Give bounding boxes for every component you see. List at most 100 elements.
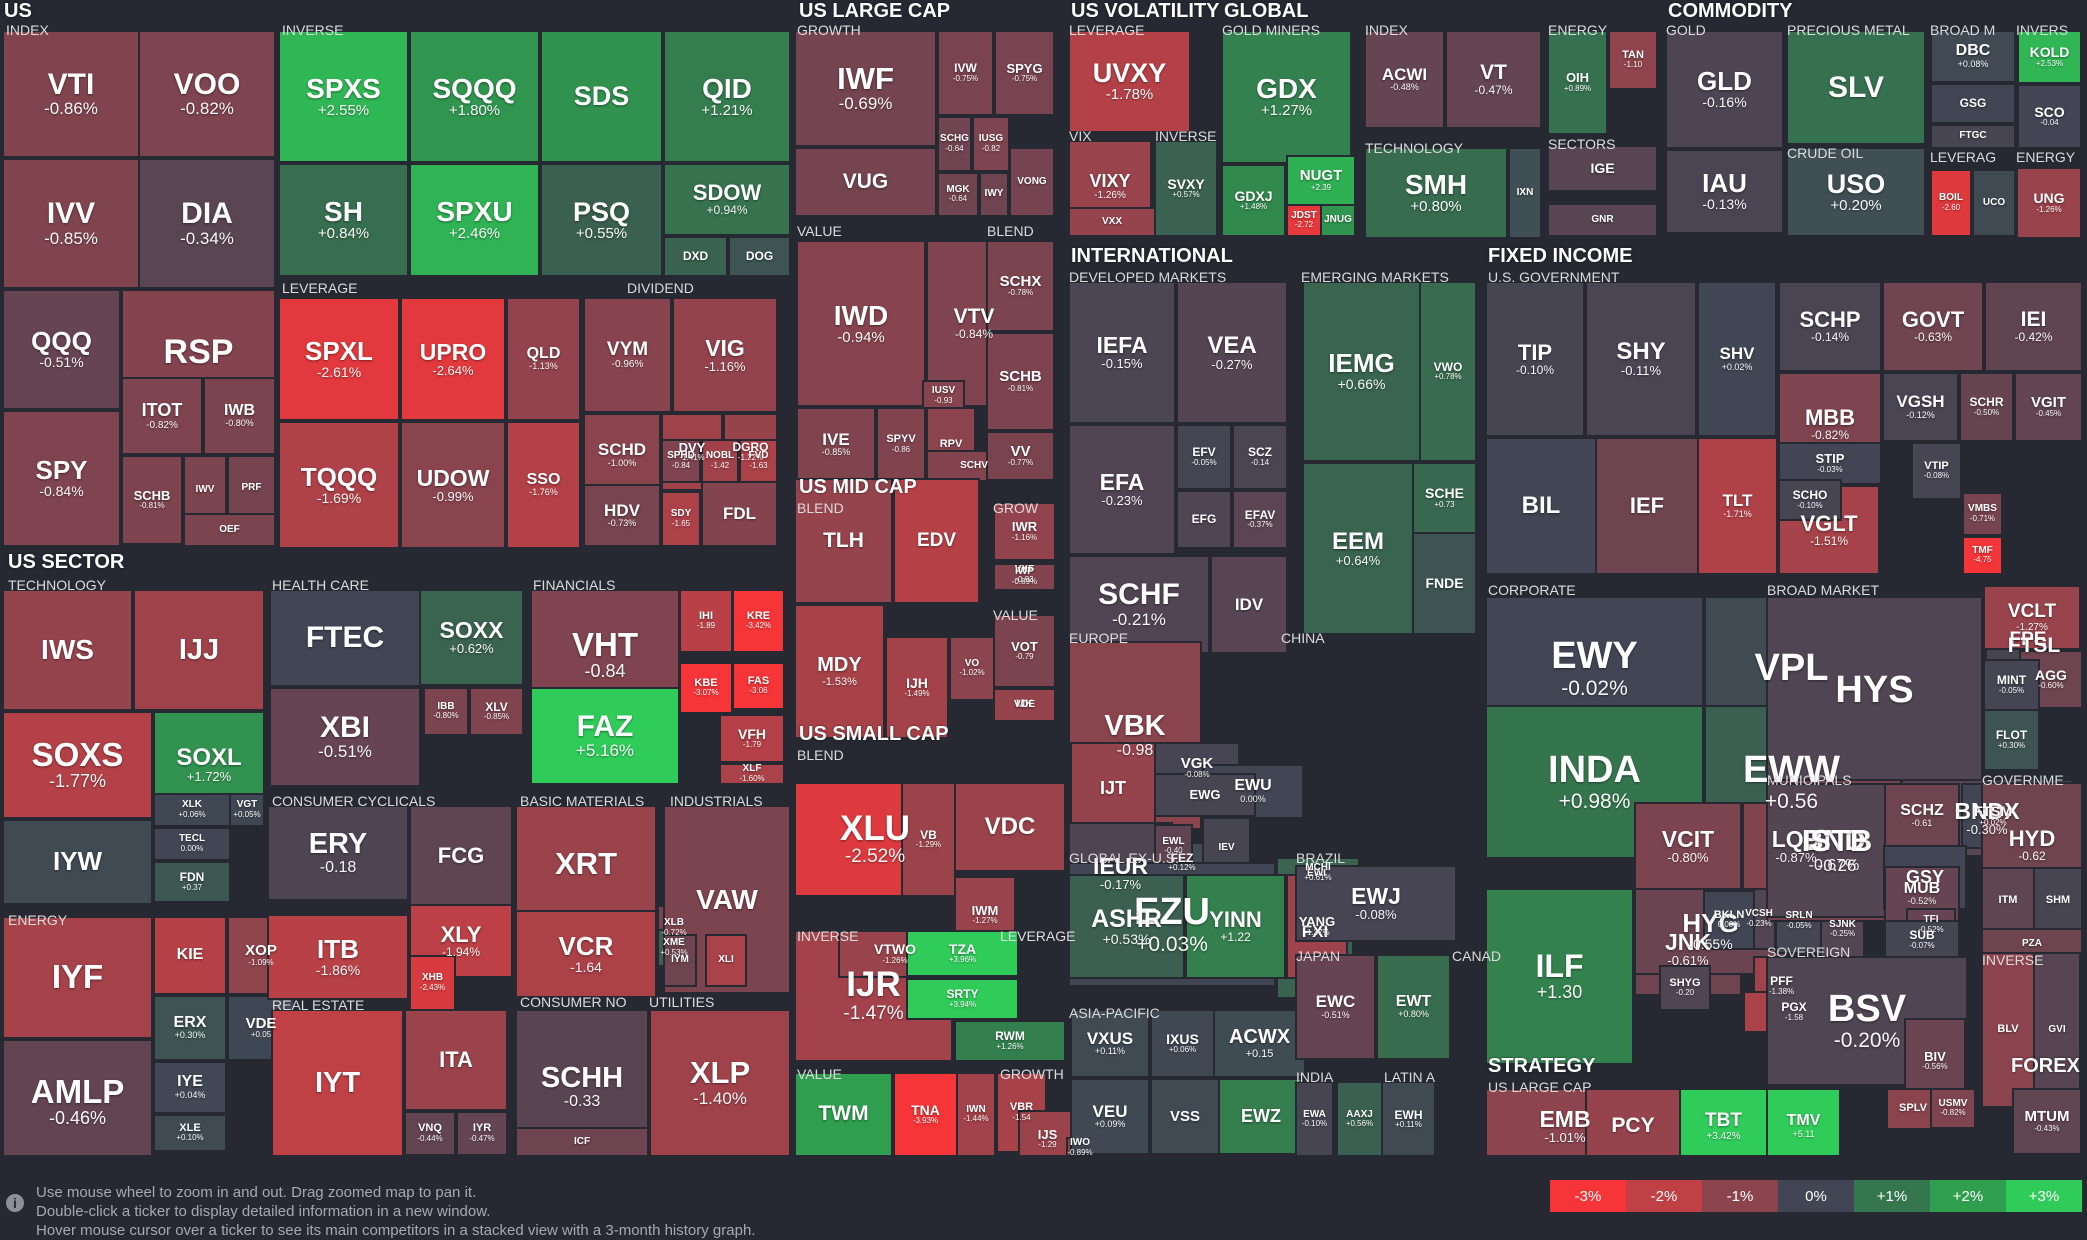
tile-ita[interactable] — [404, 1009, 508, 1111]
tile-fas[interactable] — [732, 662, 785, 710]
tile-sds[interactable] — [540, 30, 663, 163]
tile-vea[interactable] — [1176, 281, 1288, 424]
tile-voo[interactable] — [138, 30, 276, 158]
tile-schg[interactable] — [937, 116, 972, 172]
tile-sso[interactable] — [506, 421, 581, 549]
tile-schz[interactable] — [1884, 783, 1960, 849]
tile-sub[interactable] — [1884, 920, 1960, 960]
tile-vxus[interactable] — [1070, 1009, 1150, 1078]
tile-gnr[interactable] — [1547, 203, 1658, 237]
tile-schd[interactable] — [583, 413, 661, 497]
tile-vmbs[interactable] — [1962, 492, 2003, 536]
tile-iei[interactable] — [1984, 281, 2083, 372]
tile-vnq[interactable] — [404, 1111, 456, 1155]
tile-schr[interactable] — [1959, 372, 2014, 442]
tile-efg[interactable] — [1176, 490, 1232, 549]
tile-gsg[interactable] — [1930, 83, 2016, 124]
tile-ery[interactable] — [267, 805, 409, 901]
tile-gvi[interactable] — [2033, 952, 2081, 1108]
tile-kold[interactable] — [2017, 30, 2082, 84]
tile-qld[interactable] — [506, 297, 581, 421]
tile-vti[interactable] — [2, 30, 140, 158]
tile-iusv[interactable] — [922, 380, 965, 412]
tile-vss[interactable] — [1150, 1078, 1220, 1155]
tile-tlh[interactable] — [794, 478, 893, 604]
tile-edv[interactable] — [893, 478, 980, 604]
tile-sco[interactable] — [2017, 84, 2082, 149]
tile-ung[interactable] — [2016, 167, 2082, 239]
tile-qqq[interactable] — [2, 289, 121, 410]
tile-boil[interactable] — [1930, 169, 1972, 237]
tile-tecl[interactable] — [153, 827, 231, 861]
tile-nugt[interactable] — [1286, 155, 1356, 206]
tile-stip[interactable] — [1778, 442, 1882, 485]
tile-acwx[interactable] — [1213, 1009, 1306, 1078]
tile-hys[interactable] — [1766, 596, 1983, 785]
tile-gdx[interactable] — [1221, 30, 1352, 164]
tile-bil[interactable] — [1485, 437, 1597, 575]
tile-sqqq[interactable] — [409, 30, 540, 163]
tile-iwv[interactable] — [183, 455, 227, 525]
tile-dxd[interactable] — [663, 236, 728, 277]
tile-ewj[interactable] — [1295, 865, 1457, 942]
tile-slv[interactable] — [1786, 30, 1926, 145]
tile-usmv[interactable] — [1930, 1088, 1976, 1129]
tile-fvd[interactable] — [739, 439, 778, 483]
tile-ewc[interactable] — [1295, 954, 1376, 1060]
tile-vclt[interactable] — [1983, 585, 2081, 650]
tile-vgt[interactable] — [229, 793, 265, 827]
tile-xbi[interactable] — [269, 687, 421, 787]
tile-spyg[interactable] — [994, 30, 1055, 116]
tile-yinn[interactable] — [1185, 874, 1286, 979]
tile-iemg[interactable] — [1302, 281, 1421, 462]
tile-rwm[interactable] — [954, 1020, 1066, 1062]
tile-vt[interactable] — [1445, 30, 1542, 129]
tile-tmv[interactable] — [1766, 1088, 1841, 1155]
tile-ijt[interactable] — [1070, 742, 1156, 834]
tile-oih[interactable] — [1547, 30, 1608, 135]
tile-gdxj[interactable] — [1221, 164, 1286, 237]
tile-iusg[interactable] — [972, 116, 1010, 172]
tile-spxl[interactable] — [278, 297, 400, 421]
tile-jdst[interactable] — [1286, 204, 1322, 237]
tile-vgsh[interactable] — [1882, 372, 1959, 442]
tile-blv[interactable] — [1981, 952, 2035, 1108]
tile-tmf[interactable] — [1962, 536, 2003, 575]
tile-xhb[interactable] — [409, 955, 456, 1011]
tile-ewa[interactable] — [1295, 1081, 1334, 1155]
tile-vcit[interactable] — [1634, 802, 1742, 890]
tile-iwn[interactable] — [956, 1072, 996, 1155]
tile-ftec[interactable] — [269, 589, 421, 687]
tile-schp[interactable] — [1778, 281, 1882, 372]
tile-fcg[interactable] — [409, 805, 513, 906]
tile-itm[interactable] — [1981, 867, 2035, 934]
tile-iwr[interactable] — [993, 502, 1056, 561]
tile-ewg[interactable] — [1154, 773, 1256, 817]
tile-pcy[interactable] — [1585, 1088, 1681, 1155]
tile-vgit[interactable] — [2014, 372, 2083, 442]
tile-shy[interactable] — [1585, 281, 1697, 437]
tile-ftgc[interactable] — [1930, 124, 2016, 149]
tile-spyv[interactable] — [876, 407, 926, 482]
tile-uso[interactable] — [1786, 147, 1926, 237]
tile-sdy[interactable] — [661, 491, 701, 547]
tile-tna[interactable] — [893, 1072, 958, 1155]
tile-iyw[interactable] — [2, 819, 153, 905]
tile-shv[interactable] — [1697, 281, 1777, 437]
tile-iau[interactable] — [1665, 149, 1784, 234]
tile-itot[interactable] — [121, 377, 203, 455]
tile-sche[interactable] — [1412, 462, 1477, 534]
tile-ewt[interactable] — [1376, 954, 1451, 1060]
tile-vb[interactable] — [901, 782, 956, 897]
tile-icf[interactable] — [515, 1127, 649, 1155]
tile-upro[interactable] — [400, 297, 506, 421]
tile-schf[interactable] — [1068, 555, 1210, 654]
tile-flot[interactable] — [1983, 709, 2040, 771]
tile-faz[interactable] — [530, 687, 680, 785]
tile-spxu[interactable] — [409, 163, 540, 277]
tile-tlt[interactable] — [1697, 437, 1778, 575]
tile-soxx[interactable] — [419, 589, 524, 686]
tile-schb[interactable] — [986, 332, 1055, 431]
tile-xlp[interactable] — [649, 1009, 791, 1155]
tile-gld[interactable] — [1665, 30, 1784, 149]
